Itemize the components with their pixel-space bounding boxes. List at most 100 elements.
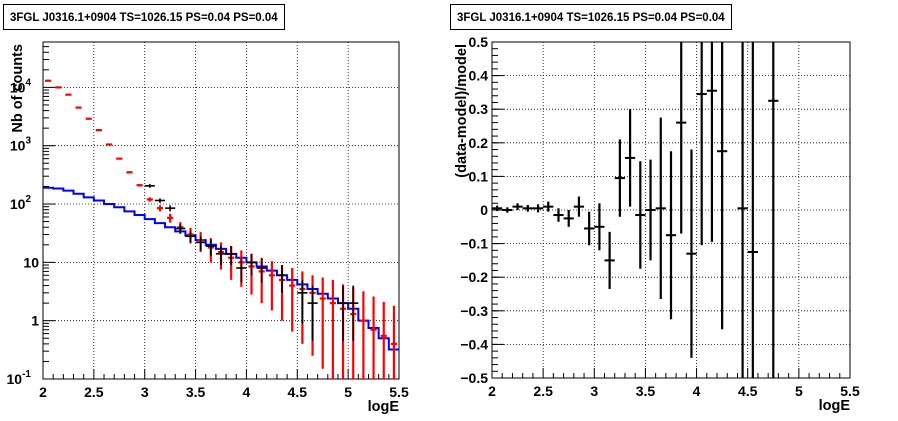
right-chart-title: 3FGL J0316.1+0904 TS=1026.15 PS=0.04 PS=…: [450, 4, 732, 30]
model-error-point: [146, 197, 153, 202]
model-error-point: [45, 79, 52, 82]
model-error-point: [319, 277, 326, 369]
y-tick-label: 103: [10, 136, 32, 154]
x-tick-label: 3: [590, 383, 598, 399]
x-axis-title: logE: [368, 399, 400, 415]
x-axis-title: logE: [819, 398, 851, 414]
model-error-point: [360, 291, 367, 379]
y-tick-label: 0.5: [469, 34, 489, 50]
x-tick-label: 4: [243, 384, 251, 400]
residual-point: [553, 208, 564, 222]
residual-point: [706, 42, 718, 242]
residual-point: [594, 203, 605, 251]
model-error-point: [55, 86, 62, 89]
data-point: [256, 258, 267, 283]
residual-point: [563, 210, 574, 227]
y-tick-label: 0: [480, 202, 488, 218]
y-tick-label: 0.1: [469, 168, 489, 184]
y-axis-title: (data-model)/model: [454, 44, 470, 178]
y-tick-label: 10: [23, 254, 39, 270]
model-error-point: [156, 205, 164, 212]
data-point: [348, 285, 359, 341]
data-point: [276, 265, 288, 293]
residual-point: [624, 109, 636, 207]
x-tick-label: 3.5: [186, 384, 206, 400]
residual-point: [573, 196, 585, 217]
residual-point: [522, 204, 533, 212]
y-tick-label: 10-1: [7, 369, 32, 387]
plot-frame: [42, 41, 400, 380]
residual-point: [543, 201, 554, 212]
residual-point: [532, 204, 544, 213]
data-point: [236, 258, 247, 283]
model-error-point: [75, 106, 82, 109]
plot-frame: [491, 41, 851, 379]
x-tick-label: 5: [344, 384, 352, 400]
model-error-point: [380, 301, 387, 379]
y-tick-label: −0.3: [460, 303, 488, 319]
residual-point: [747, 42, 758, 378]
data-point: [226, 246, 237, 266]
model-error-point: [289, 268, 296, 332]
y-tick-label: −0.1: [460, 236, 488, 252]
y-tick-label: 0.4: [469, 68, 489, 84]
data-point: [165, 205, 176, 212]
x-tick-label: 2.5: [533, 383, 553, 399]
residual-point: [665, 151, 677, 320]
residual-point: [655, 117, 666, 300]
model-error-point: [167, 213, 174, 223]
x-tick-label: 4: [693, 383, 701, 399]
data-point: [154, 198, 166, 203]
model-error-point: [126, 171, 133, 174]
x-tick-label: 5.5: [840, 383, 860, 399]
x-tick-label: 5: [795, 383, 803, 399]
x-tick-label: 4.5: [738, 383, 758, 399]
data-point: [307, 285, 318, 341]
residual-point: [768, 42, 779, 378]
x-tick-label: 3.5: [636, 383, 656, 399]
residual-point: [686, 149, 697, 358]
y-axis-title: Nb of counts: [10, 44, 26, 133]
model-error-point: [85, 117, 92, 120]
data-point: [144, 184, 155, 188]
left-chart-title: 3FGL J0316.1+0904 TS=1026.15 PS=0.04 PS=…: [3, 4, 285, 30]
residual-point: [645, 159, 656, 261]
residual-point: [676, 42, 687, 234]
residual-point: [604, 231, 615, 289]
residual-point: [584, 211, 595, 246]
y-tick-label: −0.5: [460, 370, 488, 386]
model-error-point: [268, 261, 275, 311]
residual-point: [502, 207, 513, 213]
y-tick-label: 102: [10, 194, 32, 212]
model-error-point: [370, 296, 377, 379]
y-tick-label: −0.4: [460, 336, 488, 352]
data-point: [246, 253, 257, 276]
x-tick-label: 2: [488, 383, 496, 399]
model-error-point: [136, 184, 143, 187]
model-error-point: [106, 143, 113, 146]
y-tick-label: 0.3: [469, 101, 489, 117]
data-point: [185, 231, 196, 243]
data-point: [175, 224, 186, 234]
model-error-point: [65, 93, 72, 96]
residual-point: [696, 42, 707, 246]
data-point: [297, 279, 308, 324]
residual-point: [635, 161, 646, 269]
residual-point: [492, 205, 503, 212]
model-error-point: [329, 279, 336, 379]
residuals-plot: 2 2.5 3 3.5 4 4.5 5 5.5 −0.5 −0.4 −0.3 −0.2 −0.1 0 0.1…: [454, 34, 860, 414]
y-tick-label: 1: [31, 313, 39, 329]
residual-point: [512, 203, 523, 210]
y-tick-label: −0.2: [460, 269, 488, 285]
data-point: [215, 246, 227, 266]
x-tick-label: 4.5: [288, 384, 308, 400]
data-point: [337, 285, 349, 341]
x-tick-label: 5.5: [389, 384, 409, 400]
y-tick-label: 0.2: [469, 135, 489, 151]
x-tick-label: 3: [141, 384, 149, 400]
model-error-point: [390, 305, 397, 379]
data-point: [205, 239, 216, 256]
x-tick-label: 2.5: [84, 384, 104, 400]
